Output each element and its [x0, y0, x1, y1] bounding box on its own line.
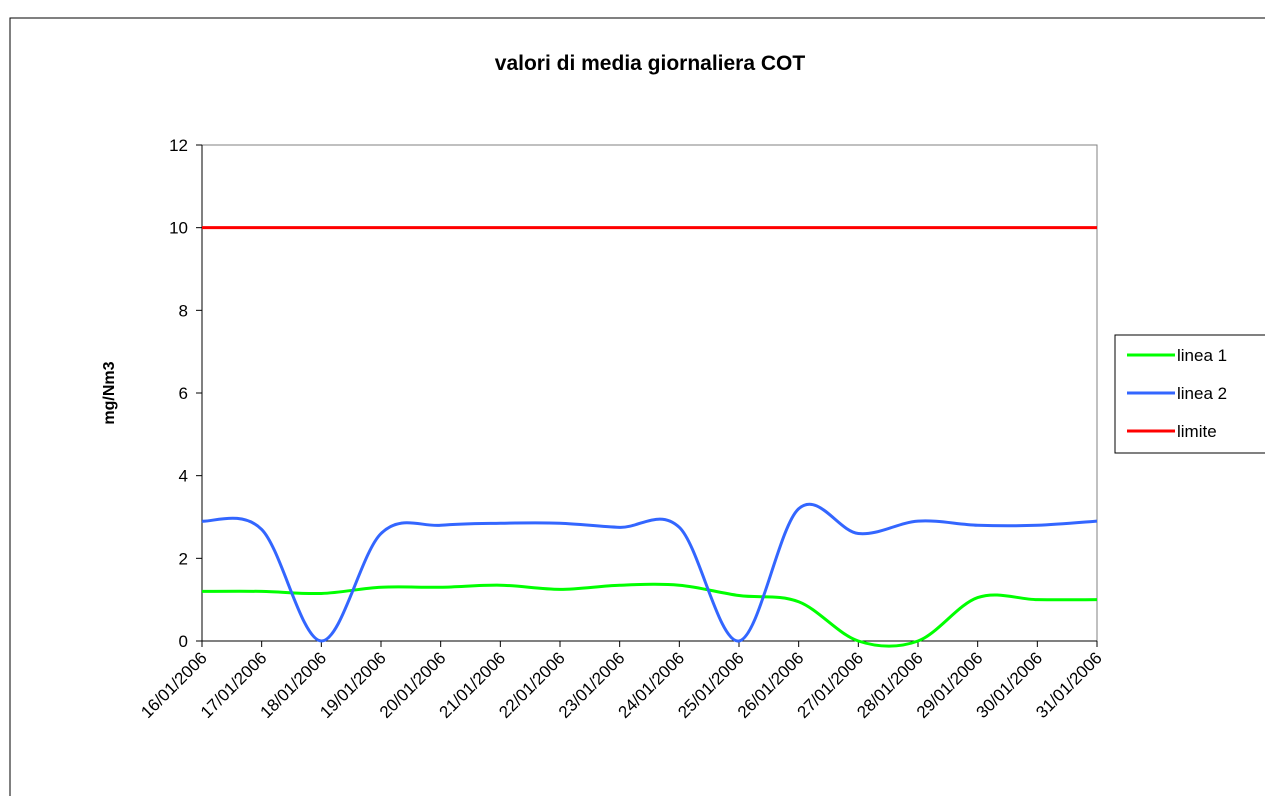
- chart-title: valori di media giornaliera COT: [495, 52, 806, 75]
- legend-label: linea 1: [1177, 346, 1227, 365]
- y-tick-label: 2: [179, 549, 188, 568]
- y-tick-label: 8: [179, 301, 188, 320]
- y-tick-label: 4: [179, 467, 188, 486]
- series-line: [201, 502, 1098, 643]
- y-tick-label: 0: [179, 632, 188, 651]
- legend-label: limite: [1177, 422, 1217, 441]
- y-axis-label: mg/Nm3: [101, 361, 118, 424]
- y-tick-label: 10: [169, 219, 188, 238]
- chart-border: [9, 17, 1265, 801]
- y-tick-label: 12: [169, 136, 188, 155]
- y-tick-label: 6: [179, 384, 188, 403]
- legend-label: linea 2: [1177, 384, 1227, 403]
